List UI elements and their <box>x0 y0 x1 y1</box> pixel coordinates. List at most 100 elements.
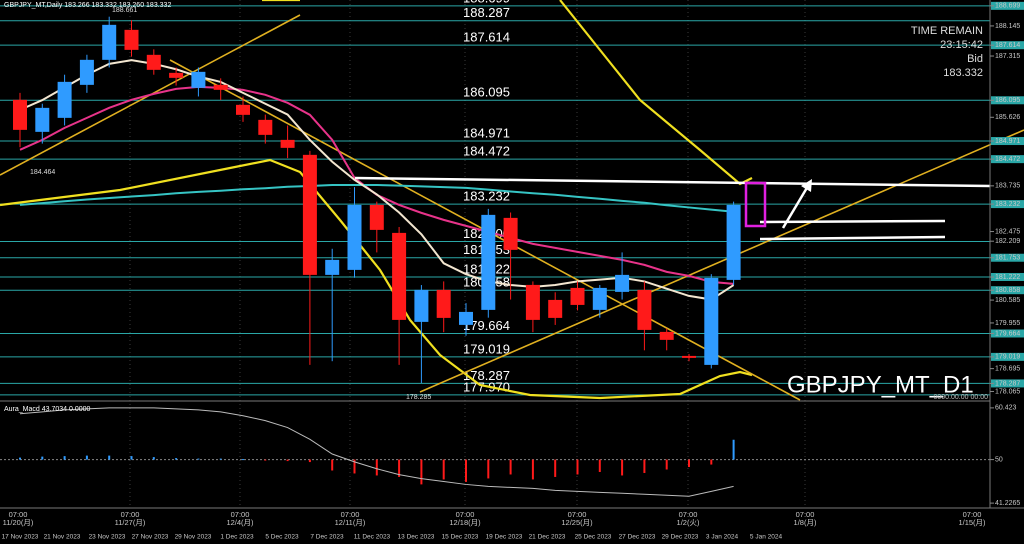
bid-label: Bid <box>967 53 983 65</box>
candle-body <box>369 204 384 230</box>
day-label: 1/8(月) <box>794 518 817 527</box>
candle-body <box>592 287 607 310</box>
level-label: 178.287 <box>463 368 510 383</box>
date-label: 27 Nov 2023 <box>132 534 169 541</box>
day-label: 11/27(月) <box>115 518 146 527</box>
range-line <box>759 235 946 241</box>
y-tick-label: 187.614 <box>995 42 1020 49</box>
candle-body <box>213 84 228 90</box>
time-label: 07:00 <box>796 510 815 519</box>
y-tick-label: 182.209 <box>995 238 1020 245</box>
day-label: 12/25(月) <box>561 518 593 527</box>
macd-bar <box>465 459 467 482</box>
date-label: 21 Nov 2023 <box>44 534 81 541</box>
level-label: 184.472 <box>463 144 510 159</box>
axis-highlight <box>991 1 1024 10</box>
candle-body <box>704 277 719 365</box>
candle-body <box>79 59 94 85</box>
y-tick-label: 188.699 <box>995 3 1020 10</box>
y-tick-label: 187.315 <box>995 53 1020 60</box>
axis-highlight <box>991 200 1024 209</box>
level-label: 186.095 <box>463 85 510 100</box>
time-label: 07:00 <box>231 510 250 519</box>
signal-line <box>19 407 734 497</box>
lower-band <box>0 158 753 400</box>
candle-body <box>35 107 50 132</box>
candle-body <box>615 274 630 292</box>
macd-label: Aura_Macd 43.7034 0.0000 <box>4 406 91 413</box>
candle-body <box>659 331 674 340</box>
candle-body <box>347 204 362 270</box>
candle-body <box>102 24 117 60</box>
moving-average <box>19 183 734 213</box>
macd-bar <box>286 459 289 462</box>
level-label: 187.614 <box>463 30 510 45</box>
macd-bar <box>375 459 378 476</box>
macd-bar <box>688 459 690 468</box>
candle-body <box>570 287 585 305</box>
y-tick-label: 179.955 <box>995 320 1020 327</box>
candle-body <box>57 81 72 118</box>
macd-bar <box>554 459 557 477</box>
date-label: 17 Nov 2023 <box>2 534 39 541</box>
date-label: 15 Dec 2023 <box>442 534 479 541</box>
y-tick-label: 60.423 <box>995 405 1017 412</box>
price-note: 184.464 <box>30 169 55 176</box>
candle-body <box>436 289 451 318</box>
candle-body <box>637 289 652 330</box>
day-label: 1/15(月) <box>958 518 986 527</box>
time-remain: 23:15:42 <box>940 39 983 51</box>
bid: 183.332 <box>943 67 983 79</box>
candle-body <box>258 119 273 135</box>
level-label: 183.232 <box>463 189 510 204</box>
macd-bar <box>353 459 356 474</box>
level-label: 179.019 <box>463 341 510 356</box>
highlight-box <box>744 181 767 228</box>
macd-bar <box>509 459 512 475</box>
axis-highlight <box>991 155 1024 164</box>
y-tick-label: 50 <box>995 456 1003 463</box>
macd-bar <box>665 459 668 470</box>
time-label: 07:00 <box>963 510 982 519</box>
macd-panel: 60.423 50 41.2265 <box>0 405 1020 507</box>
level-label: 188.287 <box>463 5 510 20</box>
date-label: 1 Dec 2023 <box>220 534 254 541</box>
y-tick-label: 186.095 <box>995 97 1020 104</box>
axis-highlight <box>991 379 1024 388</box>
y-tick-label: 184.472 <box>995 156 1020 163</box>
date-label: 7 Dec 2023 <box>310 534 344 541</box>
cursor-text: 0000.00.00 00:00 <box>934 394 989 401</box>
resistance-line <box>354 176 991 188</box>
macd-bar <box>710 459 713 465</box>
day-label: 11/20(月) <box>3 518 34 527</box>
y-tick-label: 182.475 <box>995 228 1020 235</box>
time-grid <box>129 0 806 508</box>
level-label: 184.971 <box>463 125 510 140</box>
time-axis: 07:00 07:00 07:00 07:00 07:00 07:00 07:00 07:00… <box>2 510 986 541</box>
y-tick-label: 183.232 <box>995 201 1020 208</box>
macd-bar <box>732 439 735 460</box>
macd-bar <box>598 459 601 472</box>
price-notes: 188.661 184.464 178.285 <box>30 7 431 401</box>
macd-bar <box>108 455 111 460</box>
macd-bar <box>219 458 222 460</box>
price-note: 188.661 <box>112 7 137 14</box>
date-label: 13 Dec 2023 <box>398 534 435 541</box>
trend-line <box>419 129 1024 393</box>
y-tick-label: 181.753 <box>995 255 1020 262</box>
date-label: 27 Dec 2023 <box>619 534 656 541</box>
date-label: 5 Dec 2023 <box>265 534 299 541</box>
candle-body <box>124 29 139 50</box>
candle-body <box>481 214 496 310</box>
axis-highlight <box>991 286 1024 295</box>
header: GBPJPY_MT,Daily 183.266 183.332 183.260 … <box>4 2 171 9</box>
date-label: 5 Jan 2024 <box>750 534 783 541</box>
day-label: 12/4(月) <box>226 518 254 527</box>
candle-body <box>13 99 27 130</box>
time-label: 07:00 <box>341 510 360 519</box>
candle-body <box>392 232 407 320</box>
candle-body <box>236 104 250 115</box>
candle-body <box>325 259 340 275</box>
range-line <box>759 219 946 224</box>
